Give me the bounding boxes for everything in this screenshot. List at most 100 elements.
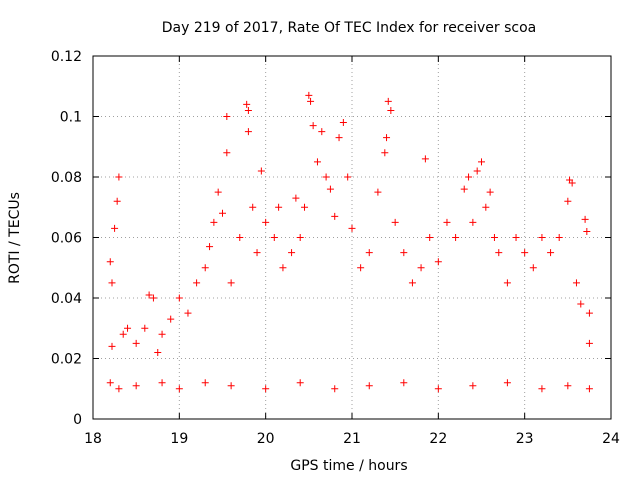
data-point	[482, 203, 490, 211]
axis-ticks: 18 19 20 21 22 23 24 0 0.02 0.04 0.06 0.08 0.1 0.12	[51, 49, 620, 447]
data-point	[486, 188, 494, 196]
data-point	[581, 215, 589, 223]
data-point	[175, 385, 183, 393]
data-point	[206, 243, 214, 251]
chart-title: Day 219 of 2017, Rate Of TEC Index for r…	[162, 20, 537, 36]
data-point	[141, 324, 149, 332]
data-point	[279, 264, 287, 272]
data-point	[383, 134, 391, 142]
data-point	[473, 167, 481, 175]
data-point	[503, 379, 511, 387]
data-point	[275, 203, 283, 211]
data-point	[201, 264, 209, 272]
data-point	[322, 173, 330, 181]
y-tick-label: 0.1	[60, 110, 82, 126]
data-point	[391, 218, 399, 226]
y-tick-label: 0.04	[51, 291, 82, 307]
x-tick-label: 19	[170, 431, 188, 447]
x-tick-label: 21	[343, 431, 361, 447]
data-point	[158, 379, 166, 387]
data-point	[572, 279, 580, 287]
data-point	[292, 194, 300, 202]
data-point	[184, 309, 192, 317]
data-point	[421, 155, 429, 163]
data-point	[339, 119, 347, 127]
data-point	[408, 279, 416, 287]
data-point	[313, 158, 321, 166]
data-point	[384, 97, 392, 105]
data-point	[585, 339, 593, 347]
data-point	[145, 291, 153, 299]
data-point	[387, 106, 395, 114]
data-point	[331, 385, 339, 393]
data-point	[538, 385, 546, 393]
data-point	[223, 149, 231, 157]
data-point	[167, 315, 175, 323]
data-point	[115, 385, 123, 393]
data-point	[227, 279, 235, 287]
data-point	[365, 382, 373, 390]
data-point	[296, 379, 304, 387]
data-point	[132, 382, 140, 390]
data-point	[469, 218, 477, 226]
y-tick-label: 0.08	[51, 170, 82, 186]
data-point	[301, 203, 309, 211]
data-point	[512, 234, 520, 241]
data-point	[577, 300, 585, 308]
data-point	[257, 167, 265, 175]
data-point	[132, 339, 140, 347]
data-point	[460, 185, 468, 193]
data-point	[244, 128, 252, 136]
data-point	[335, 134, 343, 142]
data-point	[113, 197, 121, 205]
data-point	[469, 382, 477, 390]
data-point	[214, 188, 222, 196]
data-point	[564, 382, 572, 390]
data-point	[381, 149, 389, 157]
y-axis-label: ROTI / TECUs	[7, 192, 23, 284]
data-point	[175, 294, 183, 302]
data-point	[495, 249, 503, 257]
data-point	[296, 234, 304, 241]
data-point	[547, 249, 555, 257]
data-point	[365, 249, 373, 257]
data-point	[124, 324, 132, 332]
x-tick-label: 24	[602, 431, 620, 447]
y-tick-label: 0.02	[51, 352, 82, 368]
y-tick-label: 0.12	[51, 49, 82, 65]
data-point	[417, 264, 425, 272]
data-point	[465, 173, 473, 181]
data-point	[249, 203, 257, 211]
data-point	[158, 330, 166, 338]
data-point	[529, 264, 537, 272]
data-point	[568, 179, 576, 187]
y-tick-label: 0.06	[51, 231, 82, 247]
data-point	[434, 258, 442, 266]
data-point	[201, 379, 209, 387]
data-point	[434, 385, 442, 393]
grid-lines	[93, 56, 611, 419]
x-tick-label: 22	[429, 431, 447, 447]
data-point	[223, 113, 231, 120]
data-point	[307, 97, 315, 105]
data-point	[193, 279, 201, 287]
data-point	[115, 173, 123, 181]
data-point	[585, 385, 593, 393]
data-point	[119, 330, 127, 338]
data-point	[210, 218, 218, 226]
data-point	[452, 234, 460, 241]
data-points	[106, 91, 593, 393]
data-point	[400, 379, 408, 387]
data-point	[478, 158, 485, 166]
data-point	[106, 379, 114, 387]
data-point	[326, 185, 334, 193]
data-point	[555, 234, 563, 241]
data-point	[357, 264, 365, 272]
data-point	[521, 249, 529, 257]
data-point	[538, 234, 546, 241]
x-tick-label: 20	[257, 431, 275, 447]
data-point	[503, 279, 511, 287]
data-point	[108, 279, 116, 287]
data-point	[219, 209, 226, 217]
